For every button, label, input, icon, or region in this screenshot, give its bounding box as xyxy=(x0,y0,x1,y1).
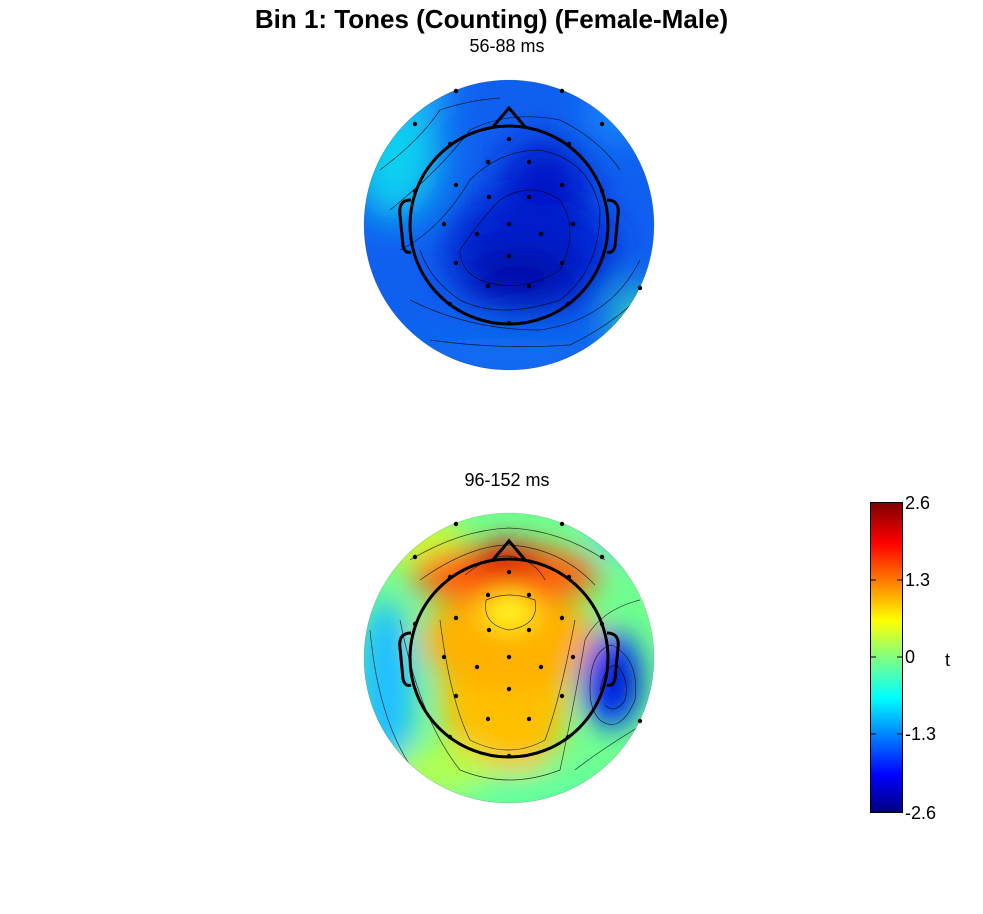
colorbar xyxy=(870,502,903,813)
map-1-title: 56-88 ms xyxy=(469,36,545,56)
topomap-1 xyxy=(363,79,655,371)
colorbar-tick-min: -2.6 xyxy=(905,803,937,823)
colorbar-tick-zero: 0 xyxy=(905,647,916,667)
electrodes-map-1 xyxy=(412,88,643,326)
map-2-title: 96-152 ms xyxy=(464,470,550,490)
colorbar-tick-max: 2.6 xyxy=(905,493,931,513)
colorbar-unit: t xyxy=(945,650,951,670)
colorbar-tick-mid-high: 1.3 xyxy=(905,570,931,590)
colorbar-tick-mid-low: -1.3 xyxy=(905,724,937,744)
figure-title: Bin 1: Tones (Counting) (Female-Male) xyxy=(254,4,729,34)
topomap-2 xyxy=(363,512,655,804)
electrodes-map-2 xyxy=(412,521,643,759)
colorbar-gradient xyxy=(871,503,902,812)
